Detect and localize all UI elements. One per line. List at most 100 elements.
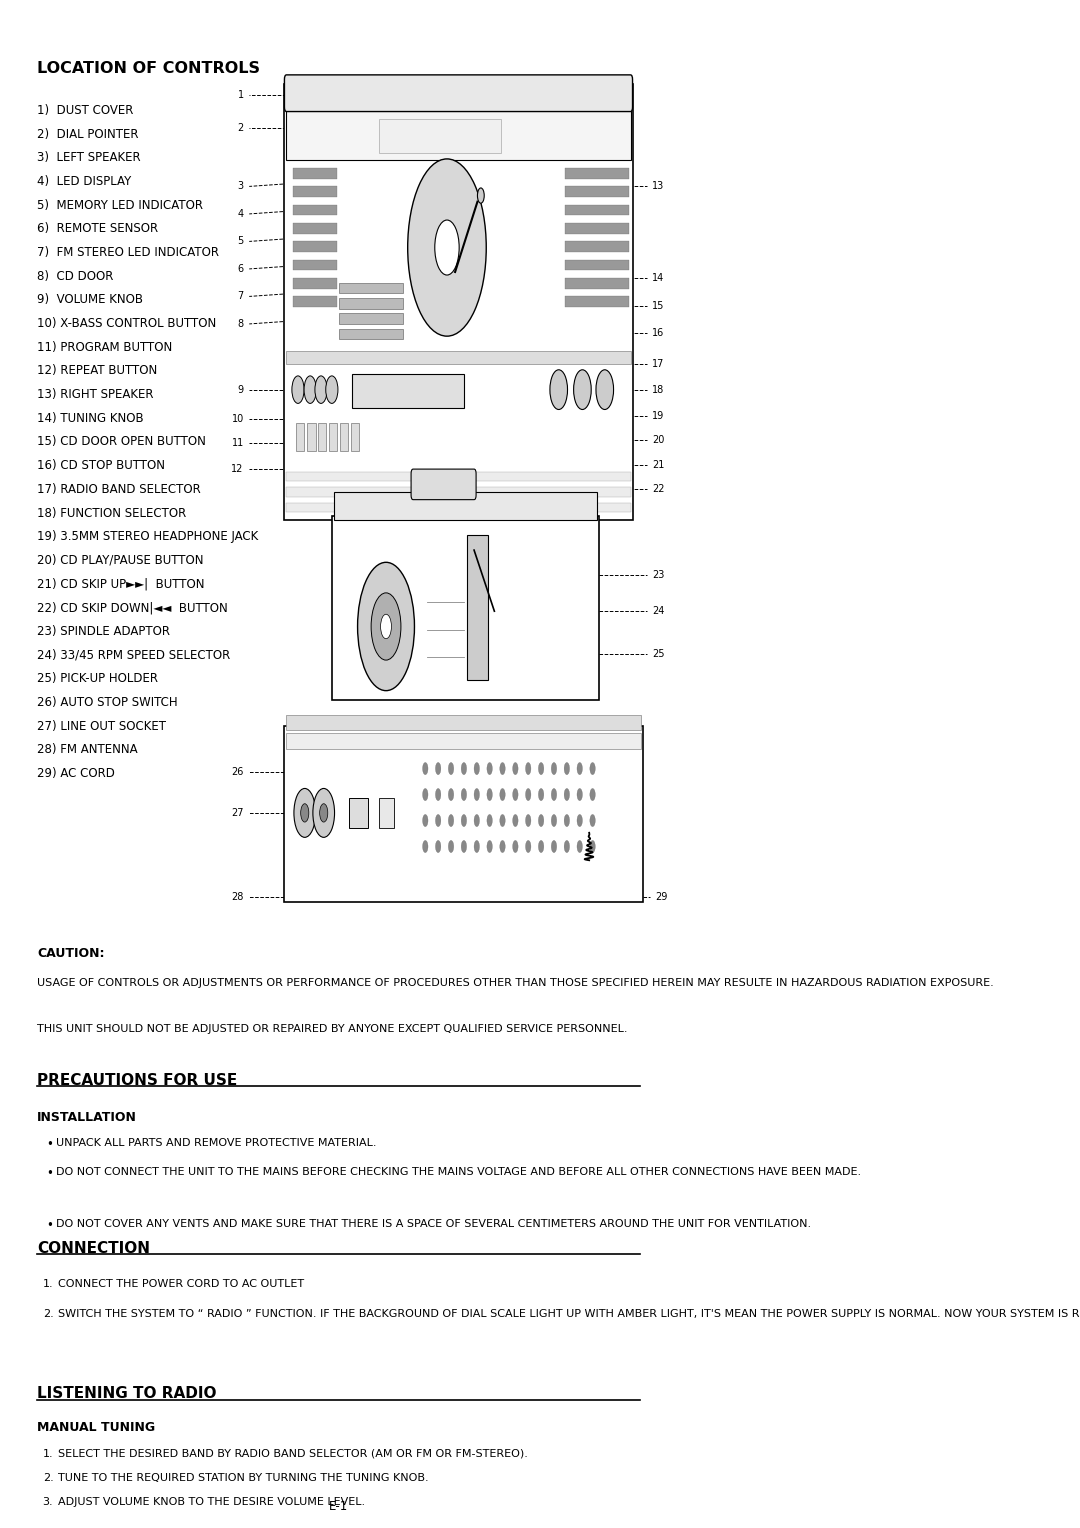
Circle shape: [500, 814, 505, 827]
Text: 16: 16: [652, 329, 664, 338]
Point: [278, 888, 291, 906]
Point: [640, 480, 653, 498]
Text: THIS UNIT SHOULD NOT BE ADJUSTED OR REPAIRED BY ANYONE EXCEPT QUALIFIED SERVICE : THIS UNIT SHOULD NOT BE ADJUSTED OR REPA…: [37, 1024, 627, 1034]
Circle shape: [539, 840, 544, 853]
Text: 29: 29: [656, 892, 667, 902]
Text: •: •: [46, 1167, 53, 1181]
Point: [623, 269, 636, 287]
Circle shape: [487, 762, 492, 775]
Point: [640, 602, 653, 620]
Bar: [294, 223, 337, 234]
Text: INSTALLATION: INSTALLATION: [37, 1111, 137, 1125]
Text: 10: 10: [231, 414, 244, 423]
Circle shape: [573, 370, 591, 410]
Bar: [565, 296, 630, 307]
Text: 1.: 1.: [43, 1449, 53, 1459]
Point: [458, 620, 471, 639]
Text: 25: 25: [652, 649, 664, 659]
Circle shape: [448, 788, 454, 801]
Circle shape: [590, 762, 595, 775]
Text: 9: 9: [238, 385, 244, 394]
Point: [458, 593, 471, 611]
Bar: [339, 298, 403, 309]
Line: 2 pts: 2 pts: [249, 266, 294, 269]
Text: 6)  REMOTE SENSOR: 6) REMOTE SENSOR: [37, 222, 159, 235]
Circle shape: [474, 788, 480, 801]
Line: 2 pts: 2 pts: [249, 183, 294, 186]
Circle shape: [596, 370, 613, 410]
Text: 14) TUNING KNOB: 14) TUNING KNOB: [37, 411, 144, 425]
Text: TUNE TO THE REQUIRED STATION BY TURNING THE TUNING KNOB.: TUNE TO THE REQUIRED STATION BY TURNING …: [57, 1473, 428, 1484]
Point: [243, 804, 256, 822]
Point: [243, 287, 256, 306]
Circle shape: [551, 762, 556, 775]
Point: [287, 380, 300, 399]
Text: 27: 27: [231, 808, 244, 817]
Text: 12) REPEAT BUTTON: 12) REPEAT BUTTON: [37, 365, 158, 377]
Circle shape: [500, 762, 505, 775]
Bar: [294, 186, 337, 197]
Circle shape: [513, 762, 518, 775]
Circle shape: [539, 814, 544, 827]
Text: 24) 33/45 RPM SPEED SELECTOR: 24) 33/45 RPM SPEED SELECTOR: [37, 648, 230, 662]
Circle shape: [435, 840, 441, 853]
Text: 2: 2: [238, 124, 244, 133]
Bar: [319, 423, 326, 451]
Point: [623, 324, 636, 342]
Bar: [296, 423, 305, 451]
Point: [243, 315, 256, 333]
Text: 28) FM ANTENNA: 28) FM ANTENNA: [37, 743, 138, 756]
Point: [640, 431, 653, 449]
Line: 2 pts: 2 pts: [474, 550, 495, 611]
Text: 25) PICK-UP HOLDER: 25) PICK-UP HOLDER: [37, 672, 159, 686]
Text: 29) AC CORD: 29) AC CORD: [37, 767, 116, 781]
Text: LOCATION OF CONTROLS: LOCATION OF CONTROLS: [37, 61, 260, 76]
Point: [287, 312, 300, 330]
Bar: [339, 329, 403, 339]
Point: [640, 565, 653, 584]
Text: 15) CD DOOR OPEN BUTTON: 15) CD DOOR OPEN BUTTON: [37, 435, 206, 449]
Point: [593, 645, 606, 663]
Point: [420, 648, 433, 666]
Circle shape: [590, 840, 595, 853]
Point: [280, 119, 293, 138]
Circle shape: [590, 814, 595, 827]
Text: 4: 4: [238, 209, 244, 219]
Bar: [286, 351, 631, 364]
Point: [278, 804, 291, 822]
Bar: [351, 423, 359, 451]
Line: 2 pts: 2 pts: [249, 238, 294, 241]
Text: 1: 1: [238, 90, 244, 99]
Point: [640, 645, 653, 663]
Point: [278, 762, 291, 781]
Text: 18: 18: [652, 385, 664, 394]
Circle shape: [551, 840, 556, 853]
Bar: [565, 223, 630, 234]
Bar: [332, 516, 599, 700]
Bar: [565, 260, 630, 270]
Circle shape: [513, 840, 518, 853]
Text: 3: 3: [238, 182, 244, 191]
Circle shape: [551, 814, 556, 827]
Bar: [286, 733, 642, 749]
Text: 2)  DIAL POINTER: 2) DIAL POINTER: [37, 127, 138, 141]
Text: 7: 7: [238, 292, 244, 301]
Circle shape: [294, 788, 315, 837]
Bar: [294, 296, 337, 307]
Point: [640, 354, 653, 373]
Circle shape: [487, 788, 492, 801]
Bar: [379, 119, 501, 153]
Point: [287, 284, 300, 303]
Circle shape: [477, 188, 484, 203]
Text: 24: 24: [652, 607, 664, 616]
Text: E-1: E-1: [329, 1500, 348, 1514]
Text: 22) CD SKIP DOWN|◄◄  BUTTON: 22) CD SKIP DOWN|◄◄ BUTTON: [37, 601, 228, 614]
Circle shape: [564, 814, 569, 827]
Circle shape: [590, 788, 595, 801]
Bar: [565, 186, 630, 197]
Text: USAGE OF CONTROLS OR ADJUSTMENTS OR PERFORMANCE OF PROCEDURES OTHER THAN THOSE S: USAGE OF CONTROLS OR ADJUSTMENTS OR PERF…: [37, 978, 994, 989]
Bar: [468, 535, 487, 680]
FancyBboxPatch shape: [411, 469, 476, 500]
Text: 3)  LEFT SPEAKER: 3) LEFT SPEAKER: [37, 151, 140, 165]
Bar: [294, 205, 337, 215]
